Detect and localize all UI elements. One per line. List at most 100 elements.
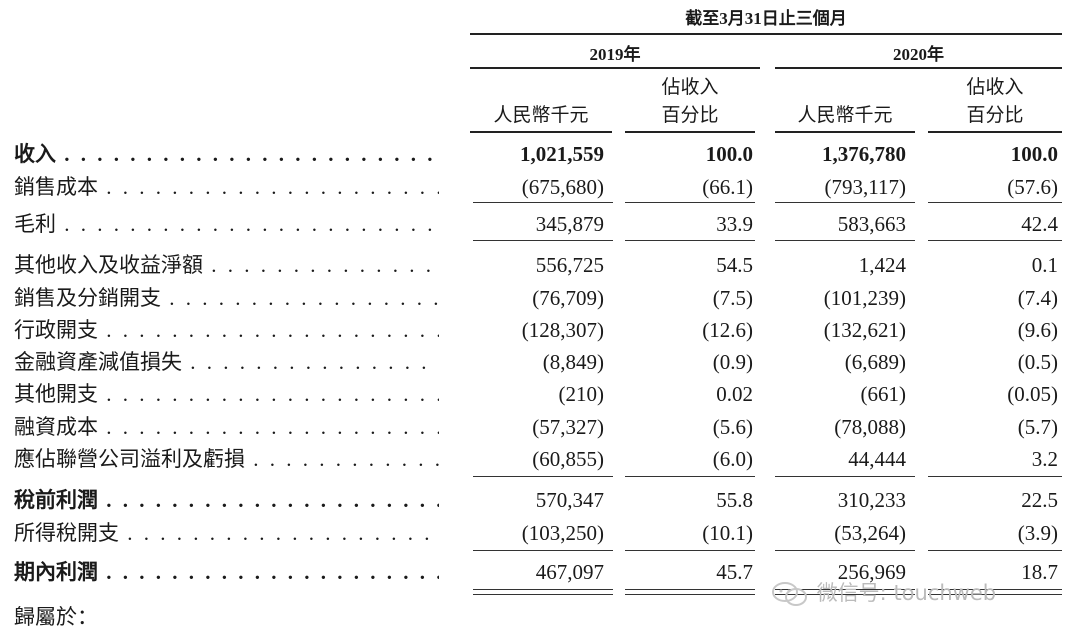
- pct-2019: 54.5: [716, 253, 753, 277]
- table-row: 應佔聯營公司溢利及虧損 . . . . . . . . . . . . . . …: [0, 444, 1080, 474]
- value-2020: (53,264): [834, 521, 906, 545]
- value-2019: 556,725: [535, 253, 604, 277]
- value-2020: 256,969: [837, 560, 906, 584]
- row-label: 其他收入及收益淨額: [14, 253, 203, 277]
- value-2020: (6,689): [844, 350, 906, 374]
- subhdr-rule-2: [625, 131, 755, 133]
- value-2019: (8,849): [542, 350, 604, 374]
- row-label: 所得稅開支: [14, 521, 119, 545]
- total-double-rule-b1: [473, 594, 613, 595]
- subtotal-rule-6: [625, 240, 755, 241]
- total-double-rule-a3: [775, 589, 915, 590]
- row-label: 收入: [14, 142, 56, 166]
- value-2020: 310,233: [837, 488, 906, 512]
- table-row: 其他收入及收益淨額 . . . . . . . . . . . . . . . …: [0, 250, 1080, 280]
- table-row: 收入 . . . . . . . . . . . . . . . . . . .…: [0, 139, 1080, 169]
- row-label: 應佔聯營公司溢利及虧損: [14, 447, 245, 471]
- pct-2019: 55.8: [716, 488, 753, 512]
- total-double-rule-b3: [775, 594, 915, 595]
- pct-2020: 18.7: [1021, 560, 1058, 584]
- value-2020: 44,444: [848, 447, 906, 471]
- attributable-label: 歸屬於：: [14, 605, 98, 629]
- value-2020: 1,376,780: [822, 142, 906, 166]
- value-2019: (57,327): [532, 415, 604, 439]
- total-double-rule-b2: [625, 594, 755, 595]
- table-row: 稅前利潤 . . . . . . . . . . . . . . . . . .…: [0, 485, 1080, 515]
- subtotal-rule-13: [473, 550, 613, 551]
- table-row: 金融資產減值損失 . . . . . . . . . . . . . . . .…: [0, 347, 1080, 377]
- value-2020: (101,239): [823, 286, 906, 310]
- value-2019: (103,250): [521, 521, 604, 545]
- value-2019: (675,680): [521, 175, 604, 199]
- pct-2019: (12.6): [702, 318, 753, 342]
- year-2020-header: 2020年: [893, 45, 944, 64]
- value-2020: (78,088): [834, 415, 906, 439]
- wechat-icon: [770, 580, 810, 608]
- table-row: 融資成本 . . . . . . . . . . . . . . . . . .…: [0, 412, 1080, 442]
- value-2019: 345,879: [535, 212, 604, 236]
- row-label: 毛利: [14, 212, 56, 236]
- table-row: 銷售成本 . . . . . . . . . . . . . . . . . .…: [0, 172, 1080, 202]
- table-row: 其他開支 . . . . . . . . . . . . . . . . . .…: [0, 379, 1080, 409]
- subtotal-rule-8: [928, 240, 1062, 241]
- subtotal-rule-7: [775, 240, 915, 241]
- pct-2020: (57.6): [1007, 175, 1058, 199]
- subhdr-rule-4: [928, 131, 1062, 133]
- col-pct-2020: 佔收入 百分比: [928, 74, 1062, 130]
- pct-2020: 42.4: [1021, 212, 1058, 236]
- value-2020: (661): [860, 382, 907, 406]
- pct-2019: 0.02: [716, 382, 753, 406]
- pct-2020: (0.05): [1007, 382, 1058, 406]
- row-label: 金融資產減值損失: [14, 350, 182, 374]
- col-pct-2019-line2: 百分比: [661, 105, 719, 126]
- pct-2019: 45.7: [716, 560, 753, 584]
- value-2019: (210): [558, 382, 605, 406]
- subtotal-rule-15: [775, 550, 915, 551]
- table-row: 銷售及分銷開支 . . . . . . . . . . . . . . . . …: [0, 283, 1080, 313]
- table-row: 毛利 . . . . . . . . . . . . . . . . . . .…: [0, 209, 1080, 239]
- subtotal-rule-10: [625, 476, 755, 477]
- table-row: 行政開支 . . . . . . . . . . . . . . . . . .…: [0, 315, 1080, 345]
- total-double-rule-a2: [625, 589, 755, 590]
- total-double-rule-a4: [928, 589, 1062, 590]
- pct-2020: (0.5): [1017, 350, 1058, 374]
- pct-2020: (9.6): [1017, 318, 1058, 342]
- value-2020: (132,621): [823, 318, 906, 342]
- value-2019: 467,097: [535, 560, 604, 584]
- pct-2020: 100.0: [1010, 142, 1058, 166]
- value-2019: (128,307): [521, 318, 604, 342]
- col-pct-2020-line1: 佔收入: [966, 77, 1024, 98]
- row-label: 銷售及分銷開支: [14, 286, 161, 310]
- subhdr-rule-1: [470, 131, 612, 133]
- watermark-text: 微信号: touchweb: [816, 581, 997, 605]
- pct-2020: (5.7): [1017, 415, 1058, 439]
- subhdr-rule-3: [775, 131, 915, 133]
- year-2020-rule: [775, 67, 1062, 69]
- table-row: 所得稅開支 . . . . . . . . . . . . . . . . . …: [0, 518, 1080, 548]
- pct-2019: (7.5): [712, 286, 753, 310]
- subtotal-rule-11: [775, 476, 915, 477]
- pct-2019: (10.1): [702, 521, 753, 545]
- value-2019: (76,709): [532, 286, 604, 310]
- year-2019-header: 2019年: [589, 45, 641, 64]
- row-label: 融資成本: [14, 415, 98, 439]
- value-2020: 1,424: [858, 253, 906, 277]
- pct-2020: 0.1: [1031, 253, 1058, 277]
- row-label: 其他開支: [14, 382, 98, 406]
- wechat-watermark: 微信号: touchweb: [770, 577, 996, 608]
- col-pct-2020-line2: 百分比: [966, 105, 1024, 126]
- pct-2020: 22.5: [1021, 488, 1058, 512]
- subtotal-rule-2: [625, 202, 755, 203]
- pct-2019: (66.1): [702, 175, 753, 199]
- pct-2020: (3.9): [1017, 521, 1058, 545]
- col-pct-2019-line1: 佔收入: [661, 77, 719, 98]
- pct-2019: (5.6): [712, 415, 753, 439]
- total-double-rule-b4: [928, 594, 1062, 595]
- pct-2019: (0.9): [712, 350, 753, 374]
- table-row: 期內利潤 . . . . . . . . . . . . . . . . . .…: [0, 557, 1080, 587]
- pct-2019: (6.0): [712, 447, 753, 471]
- subtotal-rule-5: [473, 240, 613, 241]
- value-2019: 1,021,559: [520, 142, 604, 166]
- pct-2020: (7.4): [1017, 286, 1058, 310]
- row-label: 期內利潤: [14, 560, 98, 584]
